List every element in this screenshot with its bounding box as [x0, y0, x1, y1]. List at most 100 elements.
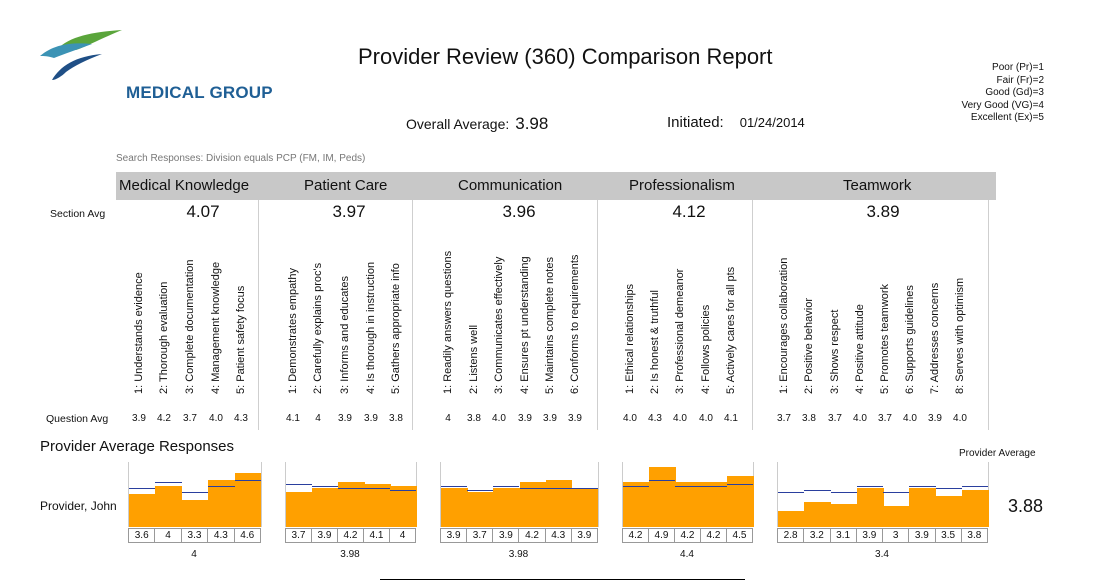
section-title: Teamwork	[843, 177, 912, 194]
section-provider-score: 3.98	[508, 549, 529, 560]
question-label-text: 2: Positive behavior	[803, 298, 815, 394]
question-average-line	[675, 485, 701, 487]
question-label-text: 5: Actively cares for all pts	[725, 266, 737, 394]
provider-bar	[338, 481, 365, 527]
question-label-text: 1: Understands evidence	[133, 272, 145, 394]
question-label-text: 1: Readily answers questions	[442, 250, 454, 394]
question-average: 3.8	[802, 413, 816, 424]
provider-average-value: 3.88	[1008, 496, 1044, 516]
initiated-date: Initiated: 01/24/2014	[667, 114, 805, 131]
question-average-line	[234, 479, 261, 481]
question-label-text: 2: Carefully explains proc's	[312, 262, 324, 394]
section-divider	[597, 200, 598, 430]
legend-item: Excellent (Ex)=5	[970, 112, 1044, 123]
provider-bar	[883, 506, 910, 527]
provider-value: 4.2	[675, 528, 701, 543]
provider-bar-chart	[128, 462, 262, 527]
search-filter-text: Search Responses: Division equals PCP (F…	[116, 153, 366, 164]
question-label-text: 4: Follows policies	[700, 304, 712, 394]
provider-value: 4.1	[364, 528, 390, 543]
provider-bar	[545, 479, 573, 527]
provider-bar	[286, 492, 313, 527]
question-average-line	[935, 487, 962, 489]
overall-average-value: 3.98	[515, 114, 549, 133]
report-title: Provider Review (360) Comparison Report	[358, 44, 773, 69]
section-title: Professionalism	[629, 177, 735, 194]
section-average: 3.96	[502, 202, 536, 221]
question-average: 3.8	[389, 413, 403, 424]
question-label-text: 1: Ethical relationships	[624, 283, 636, 394]
provider-bar	[830, 504, 858, 527]
question-average: 4.0	[699, 413, 713, 424]
question-label-text: 4: Ensures pt understanding	[519, 256, 531, 394]
footer-rule	[380, 579, 745, 580]
provider-bar	[441, 487, 468, 527]
question-average: 3.9	[338, 413, 352, 424]
question-label-text: 3: Professional demeanor	[674, 268, 686, 394]
question-average-line	[883, 492, 910, 493]
question-average-line	[909, 485, 936, 487]
provider-value: 4.3	[545, 528, 572, 543]
provider-bar-chart	[777, 462, 989, 527]
provider-bar	[364, 483, 391, 527]
question-label-text: 2: Thorough evaluation	[158, 281, 170, 394]
provider-average-responses-title: Provider Average Responses	[40, 438, 235, 455]
question-average: 4.0	[853, 413, 867, 424]
question-average: 3.8	[467, 413, 481, 424]
question-average: 4.0	[903, 413, 917, 424]
question-average-line	[830, 492, 857, 493]
provider-bar	[519, 481, 547, 527]
question-label-text: 1: Demonstrates empathy	[287, 268, 299, 394]
medical-group-logo	[40, 30, 122, 80]
provider-value: 3	[883, 528, 910, 543]
overall-average-label: Overall Average:	[406, 116, 510, 132]
initiated-value: 01/24/2014	[739, 115, 805, 130]
provider-bar	[935, 496, 963, 527]
question-label-text: 6: Conforms to requirements	[569, 254, 581, 394]
question-label-text: 4: Positive attitude	[854, 304, 866, 394]
provider-value: 3.5	[935, 528, 962, 543]
provider-value-row: 3.7 3.9 4.2 4.1 4	[285, 528, 416, 543]
provider-value: 4.2	[701, 528, 727, 543]
question-label-text: 7: Addresses concerns	[929, 282, 941, 394]
question-label-text: 3: Complete documentation	[184, 259, 196, 394]
section-divider	[412, 200, 413, 430]
question-average-line	[545, 487, 572, 489]
question-average: 3.7	[878, 413, 892, 424]
provider-value: 3.9	[909, 528, 936, 543]
provider-bar	[778, 510, 805, 527]
question-label-text: 2: Is honest & truthful	[649, 290, 661, 394]
section-title: Patient Care	[304, 177, 388, 194]
question-label-text: 3: Shows respect	[829, 309, 841, 394]
provider-bar-chart	[440, 462, 599, 527]
section-average: 3.89	[866, 202, 900, 221]
question-average-line	[493, 485, 520, 487]
question-label-text: 5: Promotes teamwork	[879, 283, 891, 394]
provider-bar	[804, 502, 831, 527]
section-divider	[988, 200, 989, 430]
question-average: 3.9	[568, 413, 582, 424]
provider-value: 3.2	[804, 528, 831, 543]
question-average: 3.9	[518, 413, 532, 424]
provider-value: 3.8	[961, 528, 988, 543]
question-average: 3.7	[828, 413, 842, 424]
question-average-line	[961, 485, 988, 487]
legend-item: Poor (Pr)=1	[992, 62, 1044, 73]
provider-value-row: 3.9 3.7 3.9 4.2 4.3 3.9	[440, 528, 598, 543]
question-average: 4.0	[623, 413, 637, 424]
provider-bar-chart	[285, 462, 417, 527]
provider-bar	[493, 487, 520, 527]
provider-bar	[649, 467, 676, 527]
question-average: 3.7	[777, 413, 791, 424]
provider-value: 4.2	[622, 528, 649, 543]
question-average-line	[467, 489, 494, 491]
provider-name: Provider, John	[40, 499, 117, 513]
question-average: 4.1	[724, 413, 738, 424]
question-average-line	[286, 483, 312, 485]
provider-value: 4.6	[234, 528, 261, 543]
question-average-line	[390, 489, 416, 491]
legend-item: Very Good (VG)=4	[961, 99, 1044, 111]
section-provider-score: 3.98	[340, 549, 360, 560]
provider-value: 3.7	[467, 528, 494, 543]
provider-bar	[467, 492, 494, 527]
